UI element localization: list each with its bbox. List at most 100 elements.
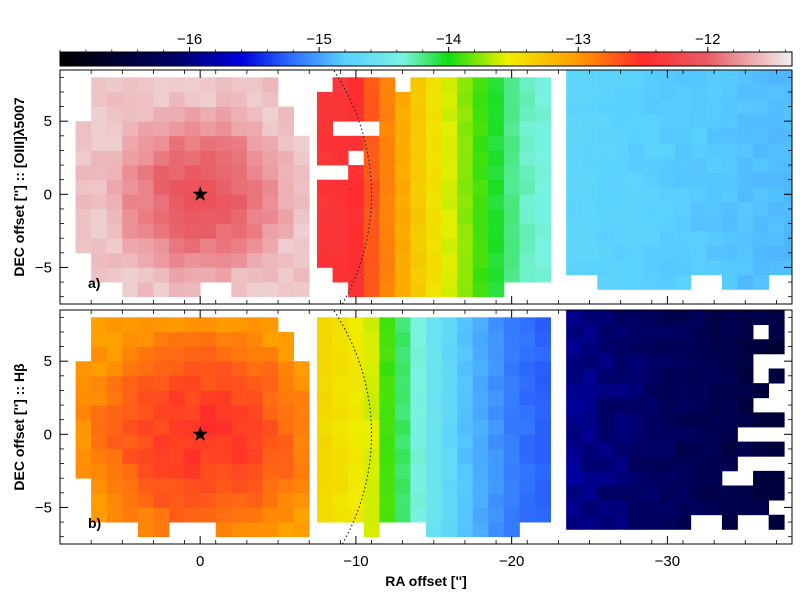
colorbar-segment <box>622 52 625 66</box>
heatmap-cell <box>215 91 232 107</box>
heatmap-cell <box>184 478 201 494</box>
colorbar-segment <box>420 52 423 66</box>
colorbar-segment <box>606 52 609 66</box>
heatmap-cell <box>122 419 139 435</box>
heatmap-cell <box>472 448 489 464</box>
colorbar-segment <box>414 52 417 66</box>
colorbar-segment <box>698 52 701 66</box>
heatmap-cell <box>753 470 770 486</box>
heatmap-cell <box>106 165 123 181</box>
heatmap-cell <box>137 419 154 435</box>
heatmap-cell <box>379 135 396 151</box>
panel-frame <box>59 69 793 305</box>
heatmap-cell <box>246 121 263 137</box>
heatmap-cell <box>566 324 583 340</box>
heatmap-cell <box>363 282 380 298</box>
heatmap-cell <box>472 331 489 347</box>
heatmap-cell <box>106 361 123 377</box>
heatmap-cell <box>153 331 170 347</box>
heatmap-cell <box>262 91 279 107</box>
heatmap-cell <box>644 245 661 261</box>
heatmap-cell <box>721 260 738 276</box>
heatmap-cell <box>753 274 770 290</box>
colorbar-segment <box>424 52 427 66</box>
heatmap-cell <box>457 346 474 362</box>
heatmap-cell <box>441 390 458 406</box>
colorbar-segment <box>276 52 279 66</box>
heatmap-cell <box>200 361 217 377</box>
heatmap-cell <box>394 223 411 239</box>
colorbar-segment <box>548 52 551 66</box>
heatmap-cell <box>410 135 427 151</box>
heatmap-cell <box>612 260 629 276</box>
heatmap-cell <box>472 252 489 268</box>
heatmap-cell <box>332 91 349 107</box>
heatmap-cell <box>690 353 707 369</box>
heatmap-cell <box>215 492 232 508</box>
heatmap-cell <box>332 434 349 450</box>
heatmap-cell <box>441 238 458 254</box>
heatmap-cell <box>535 208 551 224</box>
colorbar-segment <box>300 52 303 66</box>
heatmap-cell <box>612 397 629 413</box>
colorbar-segment <box>712 52 715 66</box>
colorbar-segment <box>264 52 267 66</box>
heatmap-cell <box>75 434 92 450</box>
heatmap-cell <box>457 492 474 508</box>
heatmap-cell <box>535 179 551 195</box>
heatmap-cell <box>472 522 489 538</box>
heatmap-cell <box>293 267 310 283</box>
heatmap-cell <box>246 252 263 268</box>
heatmap-cell <box>153 179 170 195</box>
heatmap-cell <box>737 245 754 261</box>
heatmap-cell <box>675 84 692 100</box>
heatmap-cell <box>768 143 785 159</box>
colorbar-segment <box>162 52 165 66</box>
colorbar-segment <box>772 52 775 66</box>
heatmap-cell <box>519 165 536 181</box>
heatmap-cell <box>215 522 232 538</box>
colorbar-segment <box>110 52 113 66</box>
colorbar-segment <box>190 52 193 66</box>
heatmap-cell <box>706 427 723 443</box>
heatmap-cell <box>153 91 170 107</box>
colorbar-segment <box>666 52 669 66</box>
heatmap-cell <box>457 135 474 151</box>
heatmap-cell <box>690 187 707 203</box>
heatmap-cell <box>106 267 123 283</box>
heatmap-cell <box>394 434 411 450</box>
colorbar-tick-label: −16 <box>177 31 202 48</box>
heatmap-cell <box>768 260 785 276</box>
colorbar-segment <box>584 52 587 66</box>
heatmap-cell <box>122 267 139 283</box>
colorbar-segment <box>204 52 207 66</box>
heatmap-cell <box>612 383 629 399</box>
heatmap-cell <box>503 507 520 523</box>
heatmap-cell <box>457 522 474 538</box>
heatmap-cell <box>457 150 474 166</box>
heatmap-cell <box>535 448 551 464</box>
heatmap-cell <box>457 106 474 122</box>
x-axis-title: RA offset [''] <box>385 573 467 589</box>
heatmap-cell <box>169 346 185 362</box>
heatmap-cell <box>379 478 396 494</box>
heatmap-cell <box>246 179 263 195</box>
colorbar-segment <box>478 52 481 66</box>
heatmap-cell <box>231 106 248 122</box>
heatmap-cell <box>441 346 458 362</box>
colorbar-segment <box>252 52 255 66</box>
heatmap-cell <box>153 135 170 151</box>
heatmap-cell <box>394 419 411 435</box>
heatmap-cell <box>597 485 614 501</box>
heatmap-cell <box>363 346 380 362</box>
heatmap-cell <box>706 310 723 326</box>
colorbar-segment <box>408 52 411 66</box>
heatmap-cell <box>137 194 154 210</box>
colorbar-segment <box>714 52 717 66</box>
colorbar-segment <box>746 52 749 66</box>
heatmap-cell <box>768 113 785 129</box>
heatmap-cell <box>332 463 349 479</box>
heatmap-cell <box>246 405 263 421</box>
heatmap-cell <box>348 463 365 479</box>
colorbar-segment <box>186 52 189 66</box>
